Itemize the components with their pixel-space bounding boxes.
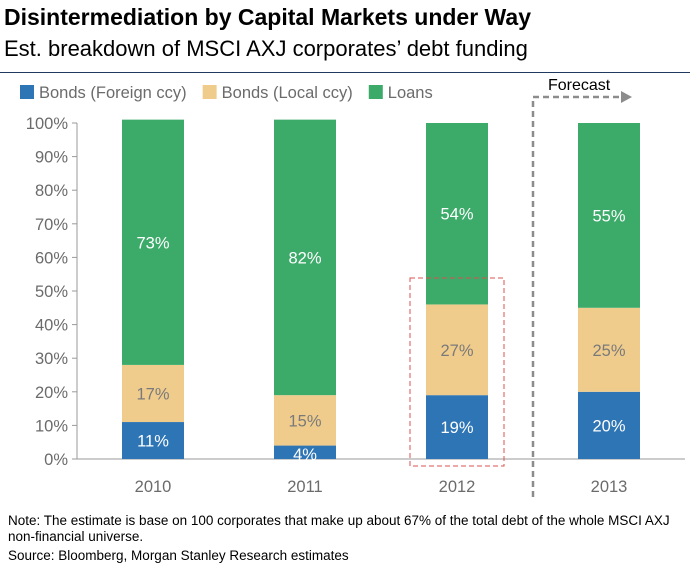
data-label-2011-series-2: 82% <box>288 249 321 267</box>
y-tick-label-0: 0% <box>44 451 68 469</box>
x-tick-label-2010: 2010 <box>135 478 172 496</box>
bar-2012-series-1 <box>426 304 488 396</box>
bar-2012-series-2 <box>426 123 488 305</box>
y-tick-label-4: 40% <box>35 317 68 335</box>
legend-swatch-1 <box>202 85 217 99</box>
legend-label-1: Bonds (Local ccy) <box>222 84 353 102</box>
y-tick-label-9: 90% <box>35 149 68 167</box>
bar-2013-series-2 <box>578 123 640 308</box>
bar-2011-series-0 <box>274 445 336 459</box>
bar-2010-series-0 <box>122 422 184 459</box>
data-label-2010-series-2: 73% <box>136 234 169 252</box>
highlight-box-2012 <box>409 277 505 467</box>
legend-label-0: Bonds (Foreign ccy) <box>39 84 187 102</box>
data-label-2013-series-2: 55% <box>592 207 625 225</box>
bar-2013-series-1 <box>578 307 640 392</box>
bar-2010-series-2 <box>122 119 184 365</box>
y-tick-label-6: 60% <box>35 249 68 267</box>
data-label-2010-series-1: 17% <box>136 385 169 403</box>
stacked-bar-chart: Bonds (Foreign ccy) Bonds (Local ccy) Loan… <box>20 77 685 497</box>
bar-2012-series-0 <box>426 395 488 459</box>
forecast-label: Forecast <box>548 77 611 94</box>
x-tick-label-2011: 2011 <box>287 478 322 496</box>
chart-subtitle: Est. breakdown of MSCI AXJ corporates’ d… <box>4 36 528 61</box>
y-tick-label-7: 70% <box>35 216 68 234</box>
y-tick-label-3: 30% <box>35 350 68 368</box>
data-label-2012-series-2: 54% <box>440 206 473 224</box>
data-label-2013-series-1: 25% <box>592 342 625 360</box>
data-label-2012-series-0: 19% <box>440 419 473 437</box>
bar-2010-series-1 <box>122 364 184 423</box>
y-tick-label-2: 20% <box>35 384 68 402</box>
chart-source: Source: Bloomberg, Morgan Stanley Resear… <box>8 548 349 563</box>
legend-swatch-2 <box>368 85 383 99</box>
x-tick-label-2013: 2013 <box>591 478 628 496</box>
y-tick-label-1: 10% <box>35 417 68 435</box>
chart-note: Note: The estimate is base on 100 corpor… <box>8 513 670 544</box>
data-label-2011-series-0: 4% <box>293 446 317 464</box>
bar-2013-series-0 <box>578 391 640 459</box>
forecast-arrow-head <box>621 91 632 103</box>
y-tick-label-5: 50% <box>35 283 68 301</box>
bar-2011-series-1 <box>274 395 336 446</box>
forecast-divider-line <box>531 95 623 497</box>
x-tick-label-2012: 2012 <box>439 478 476 496</box>
bar-2011-series-2 <box>274 119 336 396</box>
legend-swatch-0 <box>20 85 34 99</box>
chart-title: Disintermediation by Capital Markets und… <box>4 4 531 30</box>
data-label-2010-series-0: 11% <box>137 433 169 451</box>
data-label-2013-series-0: 20% <box>592 417 625 435</box>
y-tick-label-8: 80% <box>35 182 68 200</box>
legend-label-2: Loans <box>388 84 433 102</box>
title-divider <box>0 72 690 73</box>
y-tick-label-10: 100% <box>26 115 69 133</box>
data-label-2012-series-1: 27% <box>440 342 473 360</box>
data-label-2011-series-1: 15% <box>288 412 321 430</box>
